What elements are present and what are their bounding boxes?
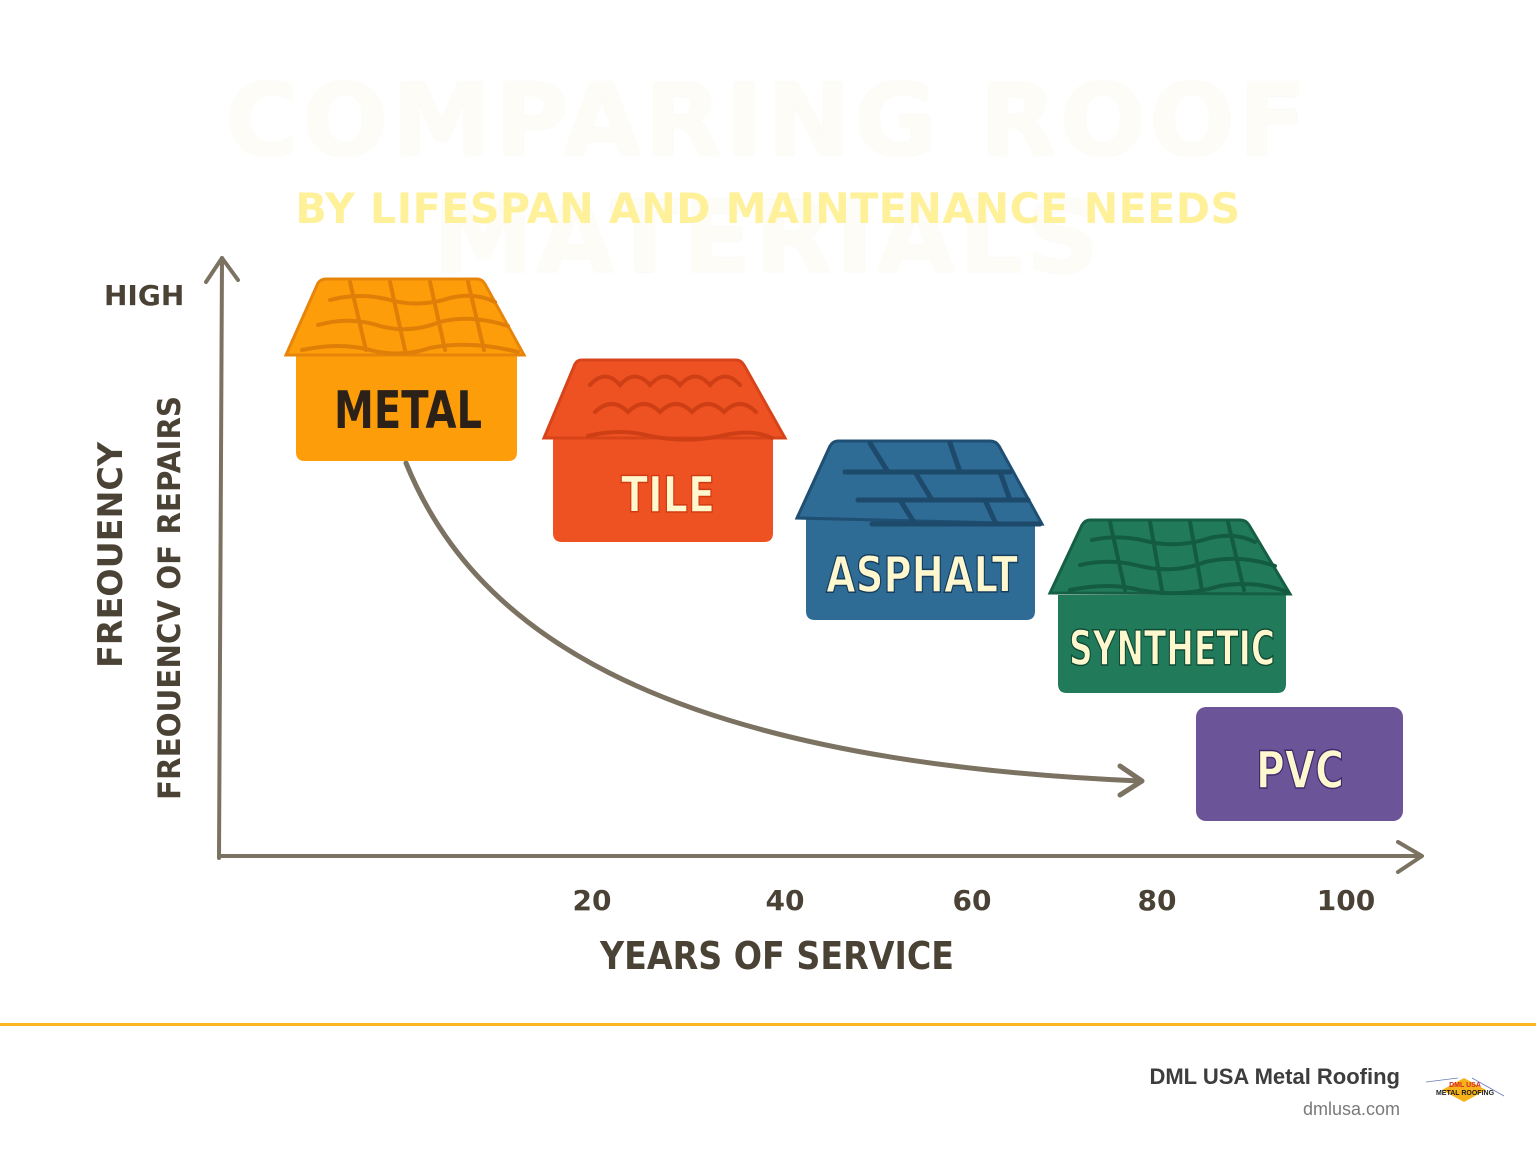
y-axis-label-inner: FREOUENCV OF REPAIRS [152,396,188,800]
footer-divider [0,1023,1536,1026]
y-axis-label-outer: FREOUENCY [91,442,131,668]
trend-arrow [403,460,1145,798]
chart-title: COMPARING ROOF MATERIALS [225,62,1311,296]
chart-canvas: HIGH FREOUENCY FREOUENCV OF REPAIRS 20 4… [91,256,1424,978]
y-tick-high: HIGH [104,279,184,312]
house-label-synthetic: SYNTHETIC [1069,621,1275,677]
logo-line1: DML USA [1449,1082,1481,1089]
house-tile: TILE [541,358,788,542]
x-tick-60: 60 [953,884,992,917]
house-synthetic: SYNTHETIC [1047,518,1293,693]
x-axis [217,840,1424,874]
x-tick-20: 20 [573,884,612,917]
brand-url: dmlusa.com [1302,1099,1400,1119]
house-label-asphalt: ASPHALT [826,546,1018,604]
house-metal: METAL [283,277,527,461]
house-label-metal: METAL [334,381,482,441]
y-axis [204,256,240,860]
chart-subtitle: BY LIFESPAN AND MAINTENANCE NEEDS [295,184,1241,233]
house-label-tile: TILE [621,466,715,524]
house-pvc: PVC [1196,707,1403,821]
x-tick-40: 40 [766,884,805,917]
x-axis-label: YEARS OF SERVICE [599,934,954,978]
dml-logo-icon: DML USA METAL ROOFING [1425,1077,1505,1102]
x-tick-80: 80 [1138,884,1177,917]
house-asphalt: ASPHALT [794,439,1045,620]
logo-line2: METAL ROOFING [1436,1090,1495,1097]
brand-name: DML USA Metal Roofing [1149,1064,1400,1089]
house-label-pvc: PVC [1256,741,1344,801]
x-tick-100: 100 [1317,884,1375,917]
